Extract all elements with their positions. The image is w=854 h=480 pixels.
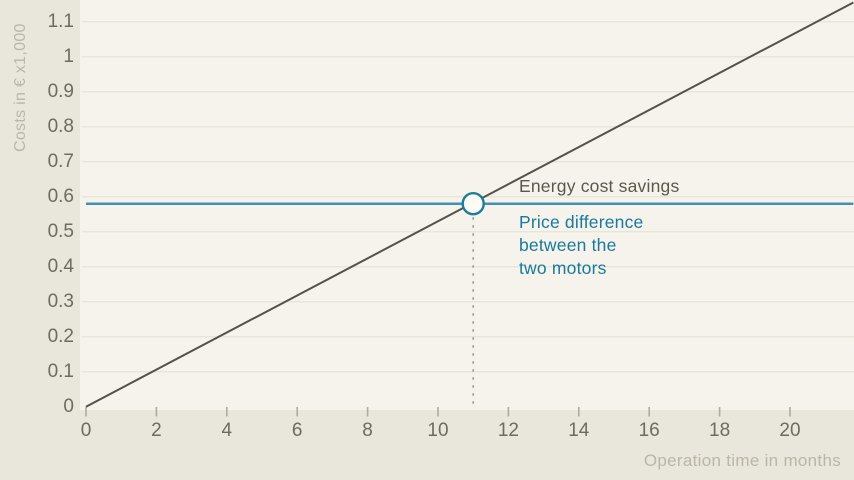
y-tick-label: 0.7 [47, 150, 74, 172]
x-tick-label: 20 [779, 420, 801, 441]
price-difference-label: Price difference between the two motors [519, 211, 643, 279]
x-tick-label: 0 [80, 420, 92, 441]
x-tick-label: 16 [638, 420, 660, 441]
y-tick-label: 0.8 [47, 115, 74, 137]
price-difference-line-2: between the [519, 234, 617, 255]
y-tick-label: 0.2 [47, 325, 74, 347]
y-tick-label: 0.9 [47, 80, 74, 102]
y-tick-label: 0 [63, 395, 74, 417]
price-difference-line-3: two motors [519, 257, 607, 278]
price-difference-line-1: Price difference [519, 212, 644, 232]
x-tick-label: 12 [497, 420, 519, 441]
x-tick-label: 18 [709, 420, 731, 441]
y-tick-label: 0.6 [47, 185, 74, 207]
x-tick-label: 6 [291, 420, 303, 441]
y-tick-label: 0.5 [47, 220, 74, 242]
energy-cost-savings-label: Energy cost savings [519, 176, 680, 196]
y-tick-label: 0.1 [47, 360, 74, 382]
x-tick-label: 4 [221, 420, 233, 441]
x-tick-label: 2 [151, 420, 162, 441]
y-tick-label: 0.4 [47, 255, 74, 277]
y-tick-label: 0.3 [47, 290, 74, 312]
y-tick-label: 1.1 [47, 10, 74, 32]
x-tick-label: 8 [362, 420, 373, 441]
x-tick-label: 14 [568, 420, 590, 441]
y-tick-label: 1 [63, 45, 74, 67]
break-even-point-marker [461, 191, 485, 216]
x-axis-title: Operation time in months [643, 451, 841, 470]
x-tick-label: 10 [427, 420, 449, 441]
y-axis-title: Costs in € x1,000 [12, 23, 29, 152]
